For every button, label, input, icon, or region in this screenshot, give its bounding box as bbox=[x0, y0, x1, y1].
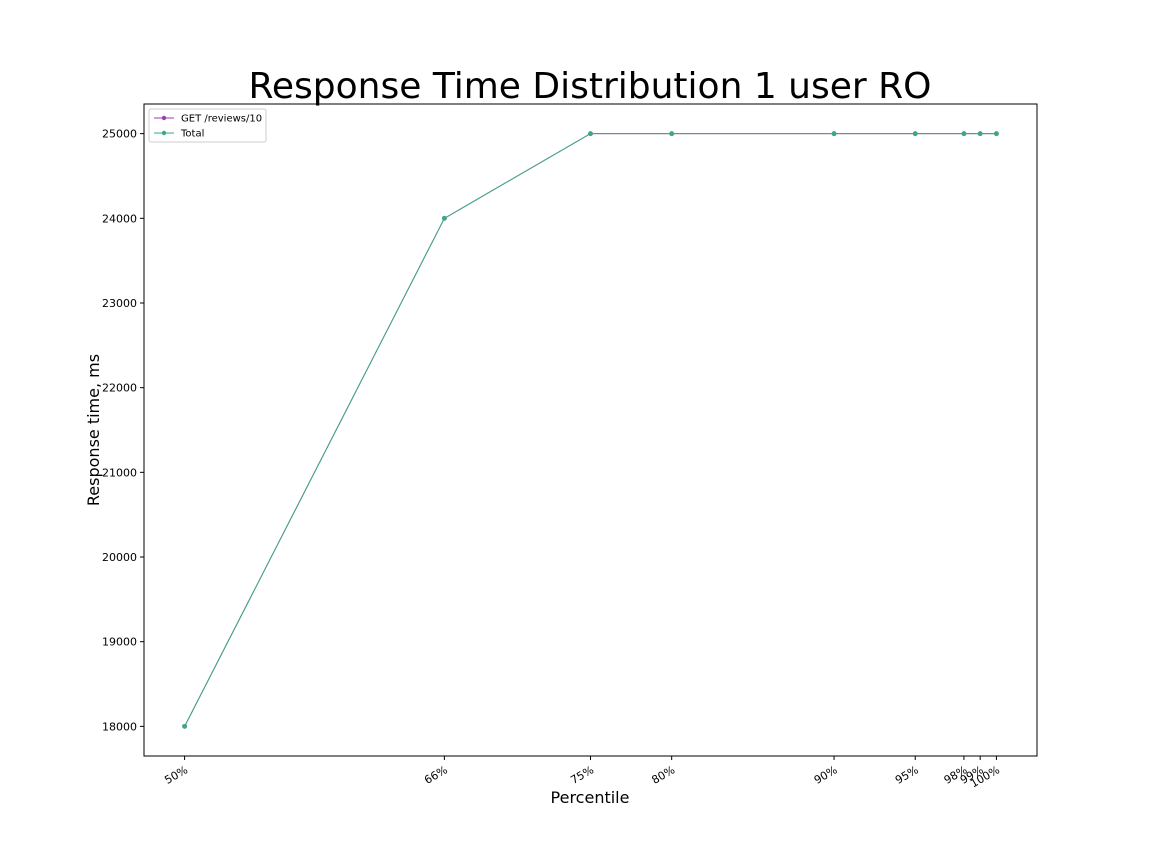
y-axis: 18000 19000 20000 21000 22000 23000 24000 25000 bbox=[102, 128, 144, 733]
x-tick-label: 50% bbox=[162, 763, 190, 786]
chart-title: Response Time Distribution 1 user RO bbox=[248, 66, 931, 107]
x-tick-label: 66% bbox=[422, 763, 450, 786]
y-tick-label: 23000 bbox=[102, 297, 137, 310]
data-point bbox=[977, 131, 983, 137]
x-tick-label: 75% bbox=[568, 763, 596, 786]
y-tick-label: 25000 bbox=[102, 128, 137, 141]
data-point bbox=[669, 131, 675, 137]
x-axis: 50% 66% 75% 80% 90% 95% 98%99%100% bbox=[162, 756, 1002, 790]
legend: GET /reviews/10 Total bbox=[148, 108, 267, 143]
data-point bbox=[831, 131, 837, 137]
y-tick-label: 24000 bbox=[102, 212, 137, 225]
y-tick-label: 18000 bbox=[102, 720, 137, 733]
plot-area bbox=[182, 131, 999, 729]
data-point bbox=[182, 723, 187, 729]
data-point bbox=[441, 215, 447, 221]
x-axis-label: Percentile bbox=[551, 788, 630, 807]
x-tick-label: 90% bbox=[812, 763, 840, 786]
y-axis-label: Response time, ms bbox=[84, 354, 103, 506]
y-tick-label: 20000 bbox=[102, 551, 137, 564]
data-point bbox=[994, 131, 999, 137]
legend-marker bbox=[161, 115, 167, 121]
y-tick-label: 19000 bbox=[102, 636, 137, 649]
series-line bbox=[184, 133, 997, 727]
legend-box bbox=[148, 108, 267, 143]
x-tick-label: 80% bbox=[650, 763, 678, 786]
legend-marker bbox=[161, 130, 167, 136]
plot-frame bbox=[143, 103, 1038, 757]
data-point bbox=[912, 131, 918, 137]
legend-label: GET /reviews/10 bbox=[181, 114, 262, 125]
series-line bbox=[184, 133, 997, 727]
data-point bbox=[588, 131, 593, 137]
data-point bbox=[961, 131, 967, 137]
legend-label: Total bbox=[180, 129, 204, 140]
y-tick-label: 22000 bbox=[102, 382, 137, 395]
y-tick-label: 21000 bbox=[102, 466, 137, 479]
x-tick-label: 95% bbox=[893, 763, 921, 786]
